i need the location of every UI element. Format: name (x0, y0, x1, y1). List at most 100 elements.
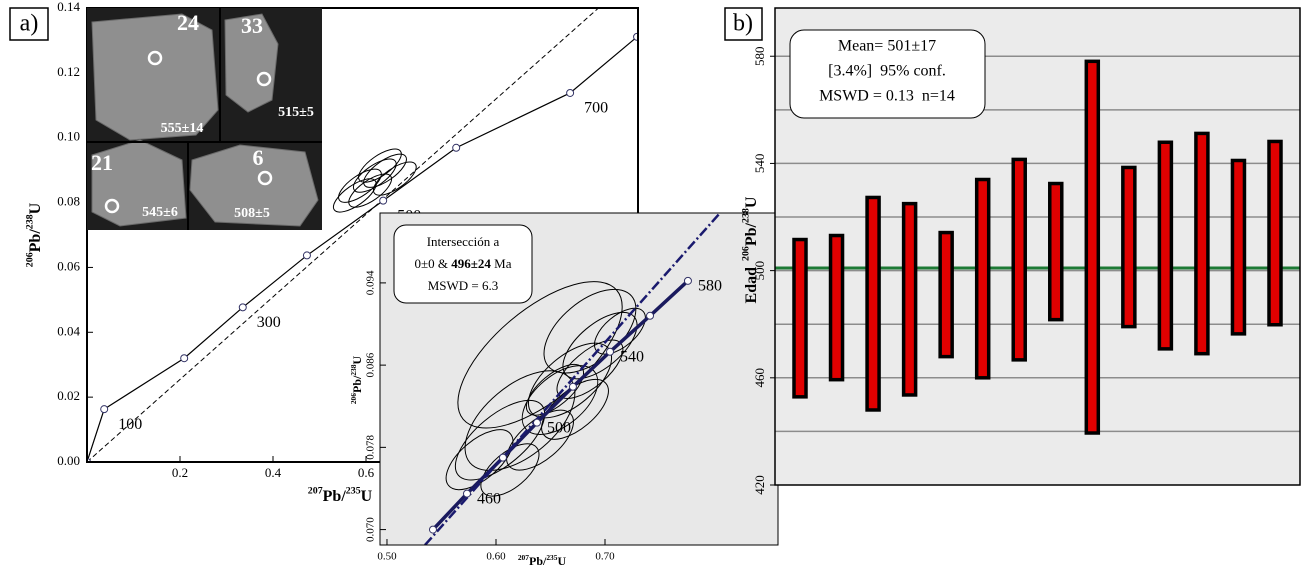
annotation-text: Intersección a (427, 234, 500, 249)
y-tick-label: 0.02 (57, 388, 80, 403)
error-ellipse (332, 178, 377, 213)
y-tick-label: 0.094 (365, 270, 377, 295)
age-label: 700 (584, 100, 608, 117)
annotation-text: [3.4%] 95% conf. (828, 63, 946, 80)
reference-line (87, 8, 599, 462)
age-label: 100 (118, 416, 142, 433)
annotation-box (393, 224, 533, 304)
concordia-point (100, 405, 109, 414)
grain-number: 21 (91, 150, 113, 175)
error-ellipse (445, 429, 514, 491)
grain (224, 13, 279, 113)
axis-label-part: Pb/ (529, 554, 547, 568)
panel-label: a) (20, 11, 39, 37)
range-bar (1194, 131, 1210, 356)
error-ellipse (562, 311, 638, 380)
range-bar (974, 177, 991, 380)
axis-label-part: Pb/ (27, 229, 44, 253)
analysis-spot (104, 198, 120, 214)
grain-number: 33 (241, 13, 263, 38)
range-bar (938, 230, 954, 359)
age-label: 460 (477, 490, 501, 507)
grain-age: 515±5 (278, 105, 314, 120)
concordia-curve (431, 279, 690, 531)
annotation-part: Ma (491, 256, 512, 271)
axis-label-part: 206 (741, 246, 752, 261)
range-bar (1011, 157, 1027, 362)
axis-label: 206Pb/238U (25, 202, 44, 267)
y-tick-label: 0.086 (365, 352, 377, 377)
x-tick-label: 0.6 (358, 465, 375, 480)
y-tick-label: 580 (752, 46, 767, 66)
grain-age: 555±14 (161, 121, 204, 136)
range-bar (865, 195, 881, 412)
grain-age: 545±6 (142, 205, 178, 220)
annotation-text: Mean= 501±17 (838, 38, 936, 55)
y-tick-label: 0.12 (57, 64, 80, 79)
concordia-point (462, 489, 471, 498)
range-bar (1267, 139, 1283, 327)
concordia-point (428, 525, 437, 534)
error-ellipse (454, 399, 546, 481)
axis-label-part: Pb/ (350, 375, 364, 393)
x-tick-label: 0.60 (486, 551, 506, 563)
panel-label-box (9, 7, 49, 41)
concordia-point (302, 251, 311, 260)
error-ellipse (521, 365, 599, 435)
x-tick-label: 0.50 (377, 551, 397, 563)
y-tick-label: 0.14 (57, 0, 80, 14)
y-tick-label: 540 (752, 154, 767, 174)
y-tick-label: 0.10 (57, 129, 80, 144)
concordia-point (606, 347, 615, 356)
annotation-text: MSWD = 6.3 (428, 278, 499, 293)
annotation-text: MSWD = 0.13 n=14 (819, 88, 955, 105)
grain-number: 24 (177, 10, 199, 35)
annotation-part: 0±0 & (415, 256, 452, 271)
grain (91, 13, 219, 141)
range-bar (901, 201, 918, 397)
analysis-spot (147, 50, 163, 66)
axis-label: 207Pb/235U (308, 486, 373, 505)
axis-label: 207Pb/235U (518, 553, 567, 568)
annotation-part: 496±24 (451, 256, 491, 271)
y-tick-label: 0.08 (57, 194, 80, 209)
axis-label-part: 238 (25, 214, 36, 229)
axis-label-part: 235 (546, 553, 557, 562)
panel-label-box (724, 7, 763, 41)
age-label: 540 (620, 348, 644, 365)
annotation-box (789, 29, 986, 119)
plot-frame (774, 7, 1301, 486)
axis-label-part: 235 (346, 486, 361, 497)
concordia-point (683, 276, 692, 285)
axis-label: 206Pb/238U (349, 356, 364, 405)
error-ellipse (363, 153, 407, 188)
axis-label-part: 238 (349, 364, 358, 375)
discordia-line (424, 213, 721, 545)
axis-label-part: 206 (349, 393, 358, 404)
error-ellipse (464, 370, 576, 471)
axis-label-part: U (557, 554, 566, 568)
age-label: 300 (257, 314, 281, 331)
range-bar (1048, 181, 1064, 322)
panel-label: b) (733, 11, 753, 37)
axis-label-part: Pb/ (323, 488, 347, 505)
y-tick-label: 420 (752, 475, 767, 495)
error-ellipse (358, 148, 402, 183)
analysis-spot (257, 170, 273, 186)
grain-number: 6 (253, 145, 264, 170)
concordia-point (646, 311, 655, 320)
concordia-point (180, 354, 189, 363)
concordia-point (532, 418, 541, 427)
error-ellipse (352, 158, 397, 193)
y-tick-label: 0.00 (57, 453, 80, 468)
axis-label-part: 207 (518, 553, 529, 562)
concordia-point (452, 143, 461, 152)
y-tick-label: 500 (752, 261, 767, 281)
axis-label-part: 238 (741, 208, 752, 223)
concordia-point (379, 196, 388, 205)
x-tick-label: 0.2 (172, 465, 188, 480)
range-bar (1084, 59, 1101, 435)
age-label: 580 (698, 278, 722, 295)
y-tick-label: 460 (752, 368, 767, 388)
error-ellipse (506, 409, 574, 471)
